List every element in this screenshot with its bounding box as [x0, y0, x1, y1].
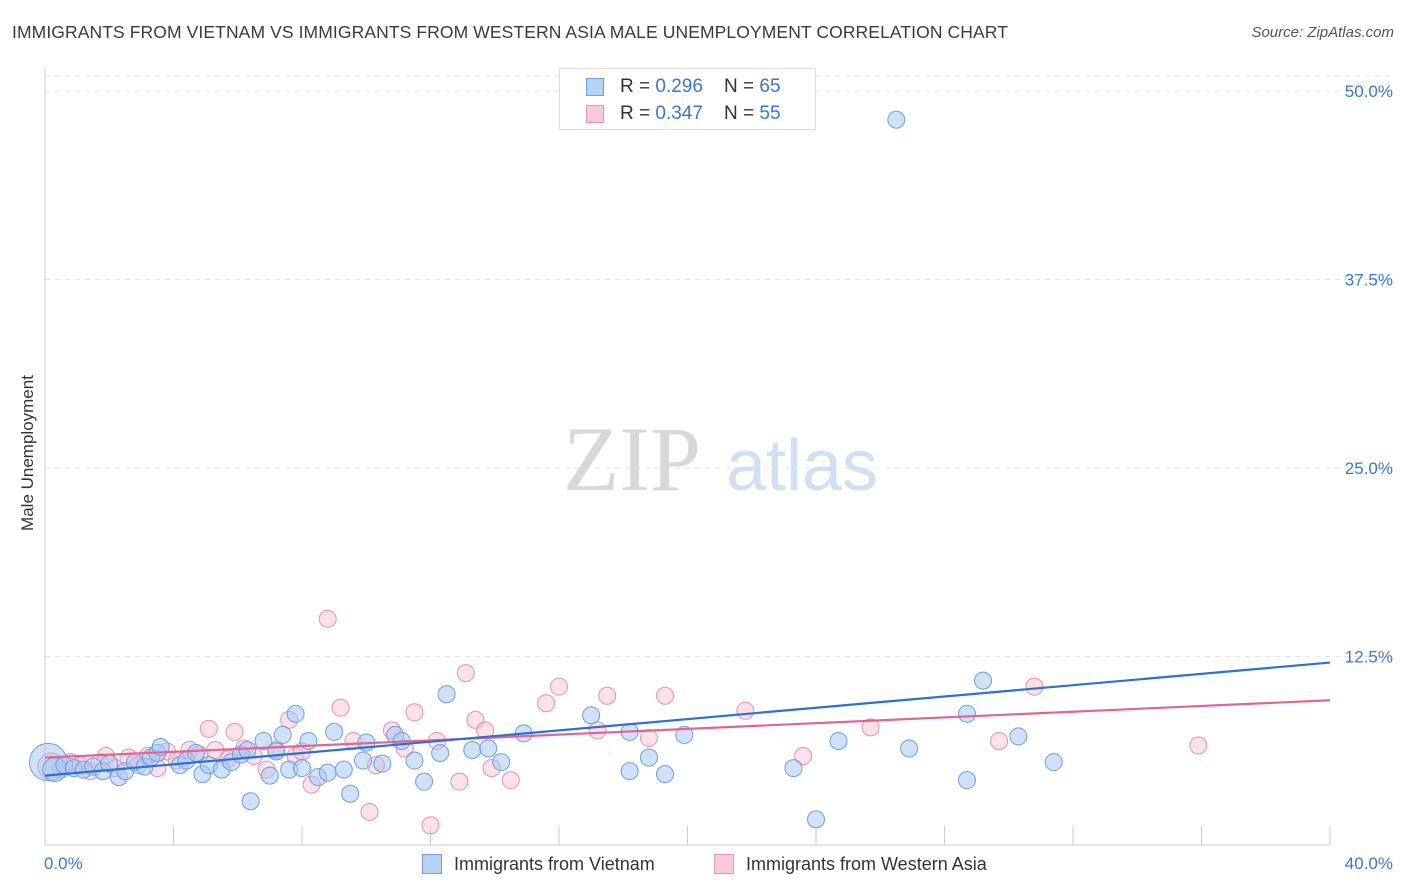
western-asia-point — [861, 718, 880, 737]
vietnam-swatch-icon — [586, 78, 604, 96]
western-asia-point — [318, 609, 337, 628]
y-tick-label: 50.0% — [1345, 82, 1393, 101]
western-asia-point — [501, 771, 520, 790]
n-value-western-asia: 55 — [759, 103, 781, 124]
western-asia-point — [405, 703, 424, 722]
grid-lines — [45, 75, 1392, 658]
chart-title: IMMIGRANTS FROM VIETNAM VS IMMIGRANTS FR… — [12, 22, 1008, 42]
r-label: R = — [620, 103, 656, 124]
vietnam-point — [620, 762, 639, 781]
vietnam-point — [492, 753, 511, 772]
vietnam-point — [437, 685, 456, 704]
vietnam-point — [415, 772, 434, 791]
tick-labels: 12.5% 25.0% 37.5% 50.0% 0.0% 40.0% — [44, 82, 1393, 873]
western-asia-point — [450, 772, 469, 791]
chart-legend: Immigrants from Vietnam Immigrants from … — [0, 851, 1406, 877]
r-value-vietnam: 0.296 — [655, 76, 703, 97]
western-asia-point — [331, 698, 350, 717]
vietnam-points — [29, 110, 1063, 829]
legend-item-western-asia[interactable]: Immigrants from Western Asia — [714, 851, 987, 877]
vietnam-point — [334, 760, 353, 779]
vietnam-point — [463, 741, 482, 760]
western-asia-swatch-icon — [586, 105, 604, 123]
western-asia-point — [588, 721, 607, 740]
western-asia-point — [199, 719, 218, 738]
vietnam-point — [887, 110, 906, 129]
legend-label-vietnam: Immigrants from Vietnam — [454, 853, 655, 874]
vietnam-point — [479, 739, 498, 758]
n-label: N = — [724, 76, 760, 97]
western-asia-point — [656, 686, 675, 705]
watermark-atlas: atlas — [726, 426, 878, 506]
vietnam-point — [254, 731, 273, 750]
y-tick-label: 12.5% — [1345, 648, 1393, 667]
vietnam-point — [260, 766, 279, 785]
vietnam-point — [293, 759, 311, 778]
vietnam-point — [286, 704, 305, 723]
legend-item-vietnam[interactable]: Immigrants from Vietnam — [422, 851, 655, 877]
y-tick-label: 25.0% — [1345, 459, 1393, 478]
western-asia-trend-line — [44, 699, 1331, 759]
vietnam-legend-swatch-icon — [422, 854, 442, 874]
vietnam-point — [354, 751, 373, 770]
vietnam-point — [675, 725, 694, 744]
vietnam-point — [957, 704, 976, 723]
western-asia-point — [736, 701, 755, 720]
axes — [44, 68, 1331, 846]
correlation-stats-box: R = 0.296 N = 65 R = 0.347 N = 55 — [559, 68, 816, 130]
vietnam-point — [318, 763, 337, 782]
western-asia-point — [225, 722, 244, 741]
vietnam-point — [341, 784, 360, 803]
vietnam-point — [656, 765, 675, 784]
vietnam-point — [186, 744, 205, 763]
vietnam-point — [241, 792, 260, 811]
r-label: R = — [620, 76, 656, 97]
vietnam-point — [431, 744, 450, 763]
western-asia-point — [550, 677, 568, 696]
vietnam-point — [829, 731, 848, 750]
western-asia-point — [990, 731, 1009, 750]
vietnam-point — [974, 671, 993, 690]
western-asia-point — [537, 694, 556, 713]
western-asia-point — [639, 728, 658, 747]
western-asia-point — [1189, 736, 1208, 755]
stats-row-vietnam: R = 0.296 N = 65 — [586, 75, 781, 99]
n-label: N = — [724, 103, 760, 124]
r-value-western-asia: 0.347 — [655, 103, 703, 124]
western-asia-points — [37, 609, 1208, 835]
x-tick-label-end: 40.0% — [1345, 854, 1393, 873]
western-asia-point — [456, 664, 475, 683]
western-asia-point — [1025, 677, 1044, 696]
western-asia-point — [598, 686, 617, 705]
x-tick-label-start: 0.0% — [44, 854, 83, 873]
vietnam-trend-line — [44, 661, 1331, 777]
vietnam-point — [639, 748, 658, 767]
vietnam-point — [1044, 753, 1063, 772]
n-value-vietnam: 65 — [759, 76, 781, 97]
watermark: ZIP atlas — [563, 408, 878, 510]
vietnam-point — [807, 810, 825, 829]
vietnam-point — [238, 741, 257, 760]
vietnam-point — [1009, 727, 1028, 746]
western-asia-point — [360, 802, 379, 821]
western-asia-point — [794, 747, 813, 766]
legend-label-western-asia: Immigrants from Western Asia — [746, 853, 987, 874]
source-credit: Source: ZipAtlas.com — [1251, 24, 1394, 41]
western-asia-legend-swatch-icon — [714, 854, 734, 874]
vietnam-point — [900, 739, 919, 758]
y-tick-label: 37.5% — [1345, 271, 1393, 290]
vietnam-point — [957, 771, 976, 790]
stats-row-western-asia: R = 0.347 N = 55 — [586, 102, 781, 126]
watermark-zip: ZIP — [563, 408, 701, 510]
vietnam-point — [373, 754, 392, 773]
vietnam-point — [325, 722, 344, 741]
vietnam-point — [273, 725, 292, 744]
vietnam-point — [267, 742, 286, 761]
western-asia-point — [421, 816, 440, 835]
vietnam-point — [582, 706, 601, 725]
vietnam-point — [784, 759, 803, 778]
trend-lines — [44, 661, 1331, 777]
vietnam-point — [405, 751, 424, 770]
